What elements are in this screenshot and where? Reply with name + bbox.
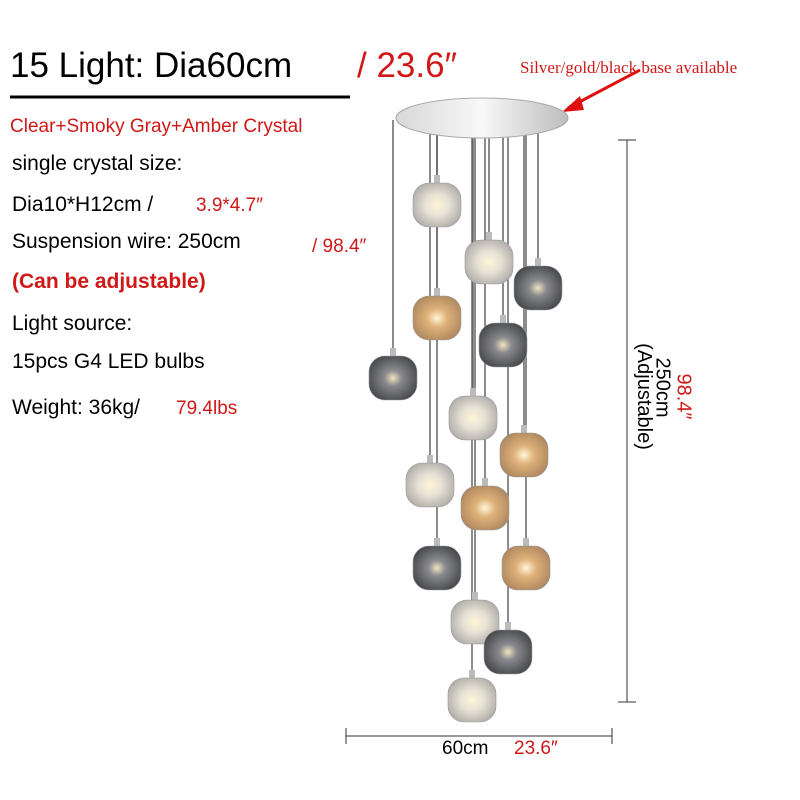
socket: [505, 622, 511, 632]
spec: Weight: 36kg/: [12, 396, 141, 419]
crystal: [460, 485, 510, 531]
crystal: [412, 545, 462, 591]
crystal: [368, 355, 418, 401]
crystal: [513, 265, 563, 311]
socket: [427, 455, 433, 465]
canopy: [395, 97, 569, 139]
crystals: [368, 175, 563, 723]
spec: Suspension wire: 250cm: [12, 230, 241, 253]
socket: [470, 388, 476, 398]
spec: 15pcs G4 LED bulbs: [12, 350, 205, 373]
crystal: [412, 182, 462, 228]
title-alt: / 23.6″: [357, 46, 457, 85]
socket: [500, 315, 506, 325]
material: Clear+Smoky Gray+Amber Crystal: [10, 116, 303, 137]
crystal: [499, 432, 549, 478]
crystal: [501, 545, 551, 591]
socket: [434, 538, 440, 548]
spec: single crystal size:: [12, 152, 183, 175]
width-alt: 23.6″: [514, 738, 558, 759]
spec-alt: (Can be adjustable): [12, 270, 206, 293]
socket: [482, 478, 488, 488]
arrow-head: [562, 96, 584, 112]
spec-alt: / 98.4″: [312, 236, 367, 257]
socket: [434, 175, 440, 185]
crystal: [464, 239, 514, 285]
socket: [521, 425, 527, 435]
spec-alt: 79.4lbs: [176, 398, 238, 419]
socket: [390, 348, 396, 358]
crystal: [447, 677, 497, 723]
socket: [472, 592, 478, 602]
socket: [486, 232, 492, 242]
crystal: [478, 322, 528, 368]
height-alt: 98.4″: [672, 373, 695, 420]
height-note: (Adjustable): [632, 343, 655, 450]
crystal: [405, 462, 455, 508]
socket: [523, 538, 529, 548]
crystal: [448, 395, 498, 441]
socket: [535, 258, 541, 268]
spec: Light source:: [12, 312, 133, 335]
crystal: [483, 629, 533, 675]
title: 15 Light: Dia60cm: [10, 46, 293, 85]
crystal: [450, 599, 500, 645]
socket: [469, 670, 475, 680]
base-note: Silver/gold/black base available: [520, 58, 738, 77]
spec: Dia10*H12cm /: [12, 193, 154, 216]
spec-alt: 3.9*4.7″: [196, 195, 263, 216]
dimension-lines: [345, 139, 636, 744]
crystal: [412, 295, 462, 341]
width: 60cm: [442, 738, 489, 759]
socket: [434, 288, 440, 298]
